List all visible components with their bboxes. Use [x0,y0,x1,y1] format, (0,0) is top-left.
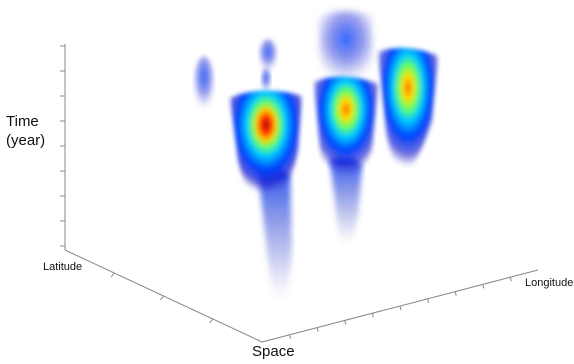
latitude-tick [209,318,214,324]
latitude-axis-label: Latitude [43,261,83,273]
cluster-3 [378,47,438,181]
cluster-2 [314,76,378,186]
axis-ticks [60,45,512,339]
longitude-tick [316,327,319,332]
time-axis-label: Time (year) [6,112,45,150]
space-axis-label: Space [252,343,295,360]
time-axis-label-line1: Time [6,113,39,130]
cluster-4 [259,39,277,71]
longitude-tick [371,313,374,318]
cluster-5 [194,56,214,108]
longitude-tick [399,305,402,311]
cluster-4-b [261,68,271,92]
volume-clusters [194,10,438,300]
longitude-tick [427,298,430,303]
latitude-tick [160,295,164,301]
longitude-tick [509,277,512,282]
latitude-tick [110,272,115,278]
longitude-tick [344,320,347,325]
longitude-tick [454,291,457,296]
time-axis-label-line2: (year) [6,132,46,149]
cluster-1 [230,90,302,205]
longitude-tick [289,334,292,339]
longitude-tick [482,284,485,289]
cluster-top-column [318,10,374,82]
longitude-axis-label: Longitude [525,277,574,289]
